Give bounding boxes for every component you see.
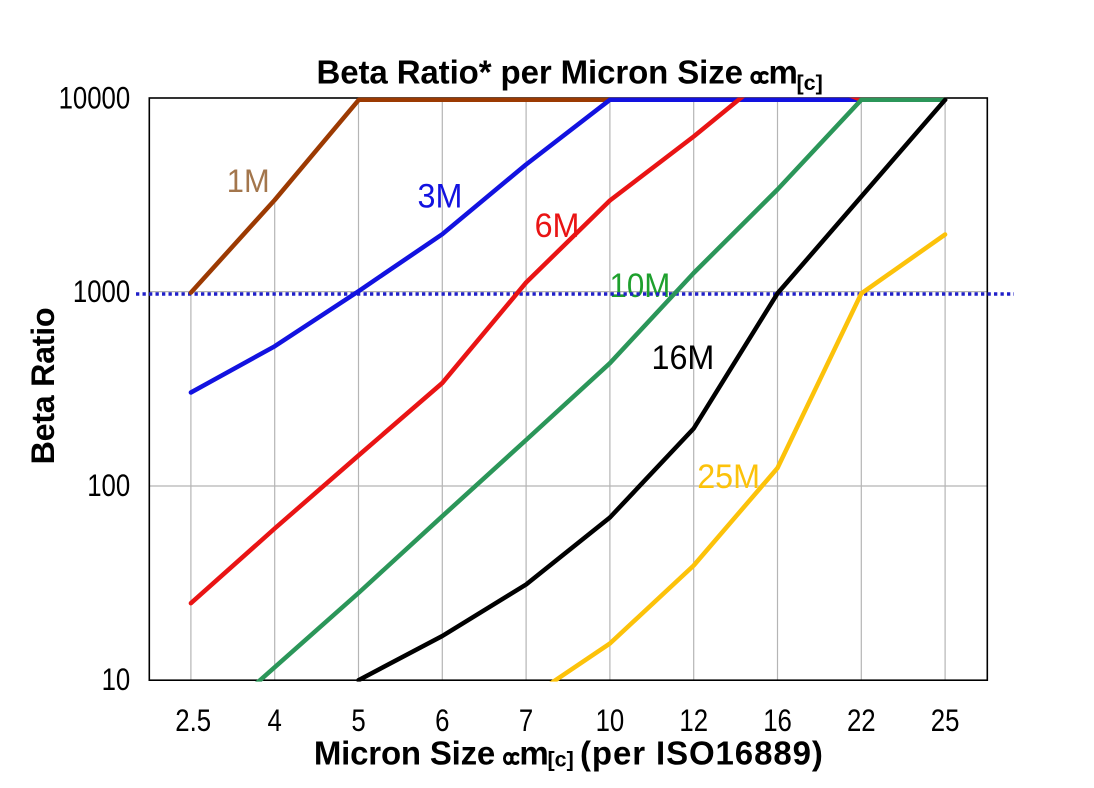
svg-text:m: m [519,735,548,772]
svg-text:Micron Size: Micron Size [314,735,495,772]
svg-text:m: m [769,54,798,91]
svg-text:[c]: [c] [548,748,574,772]
svg-text:Beta Ratio* per Micron Size: Beta Ratio* per Micron Size [317,54,743,91]
svg-text:6: 6 [435,703,449,738]
svg-text:22: 22 [847,703,876,738]
svg-text:100: 100 [87,469,130,504]
svg-text:1M: 1M [227,162,270,199]
svg-text:10: 10 [596,703,625,738]
svg-text:10M: 10M [610,266,671,305]
svg-text:1000: 1000 [73,275,130,310]
svg-text:16M: 16M [652,339,715,377]
svg-text:5: 5 [351,703,365,738]
svg-text:(per ISO16889): (per ISO16889) [580,735,824,772]
svg-text:16: 16 [763,703,792,738]
svg-text:3M: 3M [418,178,463,216]
svg-text:25: 25 [931,703,960,738]
svg-text:7: 7 [519,703,533,738]
svg-text:[c]: [c] [797,71,823,95]
svg-text:12: 12 [679,703,708,738]
svg-text:4: 4 [268,703,282,738]
svg-text:10: 10 [102,662,131,697]
svg-text:10000: 10000 [59,81,131,116]
svg-text:25M: 25M [697,458,760,496]
svg-text:Beta Ratio: Beta Ratio [25,308,61,465]
svg-text:2.5: 2.5 [175,703,211,738]
